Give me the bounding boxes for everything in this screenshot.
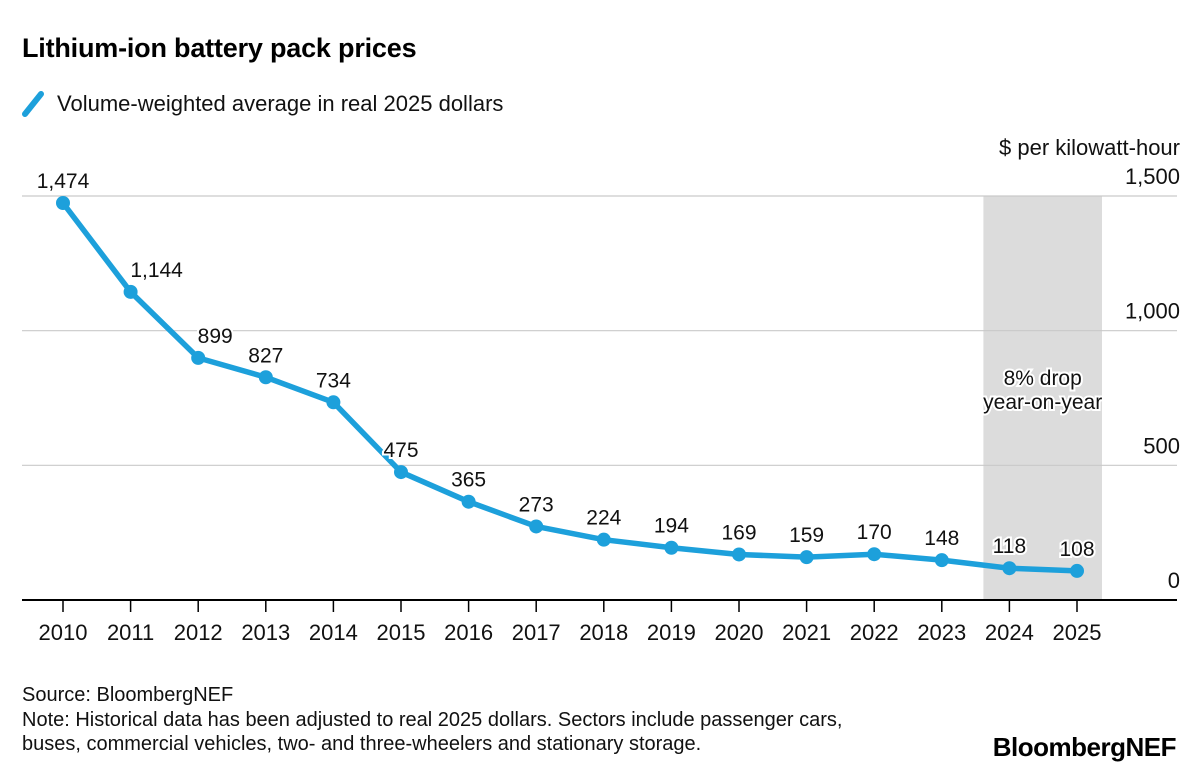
- data-point-marker: [799, 550, 814, 565]
- data-point-marker: [56, 196, 70, 211]
- data-point-marker: [867, 547, 882, 562]
- x-tick-label: 2019: [647, 620, 696, 645]
- band-annotation-line: year-on-year: [983, 391, 1102, 414]
- x-tick-label: 2024: [985, 620, 1034, 645]
- line-series-icon: [22, 91, 44, 117]
- data-point-label: 169: [721, 521, 756, 544]
- x-tick-label: 2020: [715, 620, 764, 645]
- note-line-1: Note: Historical data has been adjusted …: [22, 708, 843, 731]
- data-point-marker: [258, 370, 273, 385]
- data-point-label: 1,144: [130, 259, 183, 282]
- x-tick-label: 2012: [174, 620, 223, 645]
- data-point-label: 365: [451, 469, 486, 492]
- data-point-marker: [664, 540, 679, 555]
- note-line-2: buses, commercial vehicles, two- and thr…: [22, 733, 702, 755]
- x-tick-label: 2025: [1053, 620, 1102, 645]
- x-tick-label: 2023: [917, 620, 966, 645]
- legend: Volume-weighted average in real 2025 dol…: [22, 91, 503, 117]
- data-point-label: 224: [586, 507, 621, 530]
- brand-logo: BloombergNEF: [992, 732, 1177, 762]
- data-point-label: 475: [383, 439, 418, 462]
- legend-label: Volume-weighted average in real 2025 dol…: [57, 91, 504, 116]
- data-point-marker: [191, 350, 206, 365]
- data-point-marker: [732, 547, 746, 562]
- data-point-label: 159: [789, 524, 824, 547]
- data-point-label: 1,474: [37, 170, 90, 193]
- x-tick-label: 2011: [107, 620, 154, 645]
- data-point-marker: [1002, 561, 1017, 576]
- data-point-marker: [934, 553, 949, 568]
- data-point-marker: [394, 465, 408, 480]
- data-point-label: 118: [993, 535, 1026, 558]
- data-point-marker: [461, 494, 476, 509]
- data-point-label: 194: [654, 515, 689, 538]
- x-tick-label: 2016: [444, 620, 493, 645]
- data-point-label: 899: [198, 325, 233, 348]
- data-point-label: 170: [857, 521, 892, 544]
- price-line: [60, 200, 1080, 574]
- data-point-marker: [1070, 563, 1084, 578]
- y-tick-label: 1,500: [1125, 164, 1180, 189]
- data-point-label: 734: [316, 369, 351, 392]
- data-point-label: 108: [1059, 538, 1094, 561]
- x-tick-label: 2015: [377, 620, 426, 645]
- x-tick-label: 2013: [241, 620, 290, 645]
- x-tick-label: 2022: [850, 620, 899, 645]
- data-point-label: 273: [519, 493, 554, 516]
- x-tick-label: 2018: [579, 620, 628, 645]
- x-tick-label: 2010: [39, 620, 88, 645]
- highlight-band: [983, 196, 1102, 600]
- source-line: Source: BloombergNEF: [22, 684, 234, 706]
- x-tick-label: 2017: [512, 620, 561, 645]
- y-axis-unit-label: $ per kilowatt-hour: [999, 135, 1180, 160]
- data-point-label: 827: [248, 344, 283, 367]
- data-point-label: 148: [924, 527, 959, 550]
- band-annotation-line: 8% drop: [1004, 367, 1082, 390]
- data-point-marker: [596, 532, 611, 547]
- data-point-marker: [529, 519, 544, 534]
- chart-footer: Source: BloombergNEF Note: Historical da…: [22, 683, 842, 757]
- y-tick-label: 1,000: [1125, 299, 1180, 324]
- x-tick-label: 2014: [309, 620, 358, 645]
- x-tick-label: 2021: [782, 620, 831, 645]
- y-tick-label: 0: [1168, 568, 1180, 593]
- data-point-marker: [326, 395, 341, 410]
- data-point-marker: [123, 284, 138, 299]
- chart-title: Lithium-ion battery pack prices: [22, 33, 417, 63]
- y-tick-label: 500: [1143, 433, 1180, 458]
